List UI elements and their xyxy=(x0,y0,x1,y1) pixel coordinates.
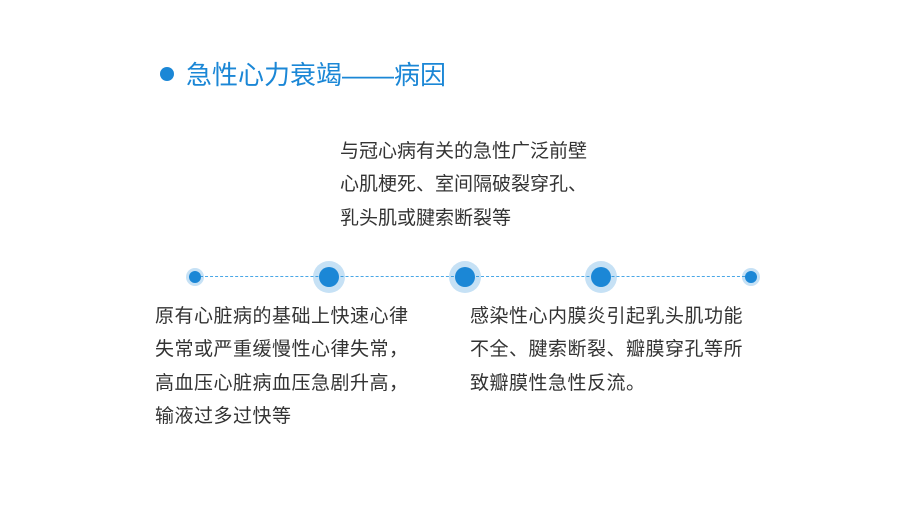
timeline-node-1 xyxy=(319,267,339,287)
slide: 急性心力衰竭——病因 与冠心病有关的急性广泛前壁心肌梗死、室间隔破裂穿孔、乳头肌… xyxy=(0,0,920,517)
timeline-node-2 xyxy=(455,267,475,287)
timeline-line xyxy=(195,276,755,277)
page-title: 急性心力衰竭——病因 xyxy=(186,55,446,92)
etiology-item-top: 与冠心病有关的急性广泛前壁心肌梗死、室间隔破裂穿孔、乳头肌或腱索断裂等 xyxy=(340,135,600,235)
timeline-node-0 xyxy=(189,271,201,283)
timeline-node-4 xyxy=(745,271,757,283)
title-bullet-icon xyxy=(160,67,174,81)
timeline-node-3 xyxy=(591,267,611,287)
title-row: 急性心力衰竭——病因 xyxy=(160,55,446,92)
etiology-item-bottom-left: 原有心脏病的基础上快速心律失常或严重缓慢性心律失常，高血压心脏病血压急剧升高，输… xyxy=(155,300,425,433)
etiology-item-bottom-right: 感染性心内膜炎引起乳头肌功能不全、腱索断裂、瓣膜穿孔等所致瓣膜性急性反流。 xyxy=(470,300,760,400)
